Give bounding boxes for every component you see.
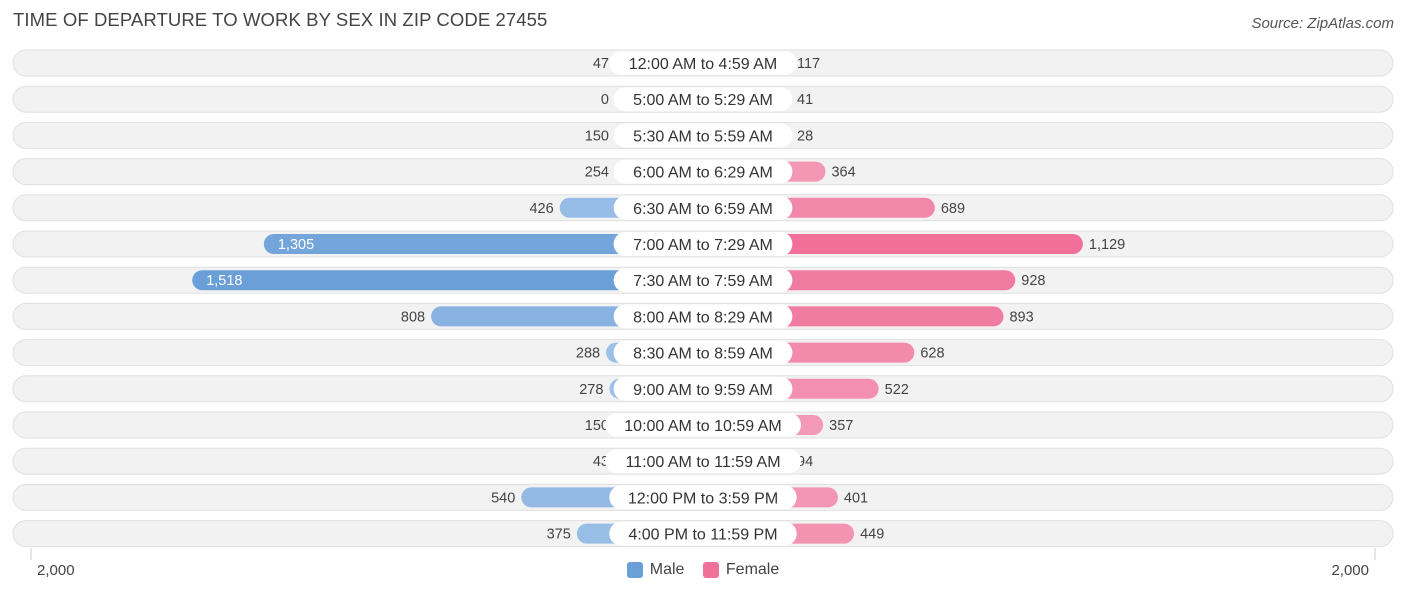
- male-value-label: 47: [593, 56, 609, 72]
- female-value-label: 401: [844, 490, 868, 506]
- category-pill: [613, 87, 793, 112]
- male-value-label: 375: [547, 527, 571, 543]
- category-pill: [613, 195, 793, 220]
- category-pill: [613, 376, 793, 401]
- female-value-label: 449: [860, 527, 884, 543]
- legend-swatch-male: [626, 562, 643, 578]
- axis-right-label: 2,000: [1331, 562, 1369, 579]
- category-label: 7:30 AM to 7:59 AM: [633, 273, 773, 290]
- female-value-label: 94: [797, 454, 813, 470]
- female-value-label: 522: [885, 382, 909, 398]
- legend: Male Female: [0, 561, 1406, 583]
- male-value-label: 426: [529, 201, 553, 217]
- male-bar: [263, 234, 703, 254]
- category-label: 4:00 PM to 11:59 PM: [628, 527, 777, 544]
- male-value-label: 150: [585, 418, 609, 434]
- category-pill: [609, 485, 797, 510]
- male-value-label: 288: [576, 346, 600, 362]
- category-label: 10:00 AM to 10:59 AM: [624, 418, 781, 435]
- category-label: 11:00 AM to 11:59 AM: [625, 454, 780, 471]
- legend-label-male: Male: [649, 561, 685, 578]
- male-value-label: 1,518: [206, 273, 242, 289]
- category-label: 8:30 AM to 8:59 AM: [633, 346, 773, 363]
- category-label: 7:00 AM to 7:29 AM: [633, 237, 773, 254]
- category-pill: [613, 159, 793, 184]
- legend-item-female: Female: [702, 561, 780, 579]
- female-value-label: 1,129: [1089, 237, 1125, 253]
- male-value-label: 150: [585, 128, 609, 144]
- category-pill: [609, 521, 797, 546]
- male-value-label: 1,305: [278, 237, 314, 253]
- category-label: 12:00 AM to 4:59 AM: [629, 56, 778, 73]
- category-label: 6:00 AM to 6:29 AM: [633, 165, 773, 182]
- legend-label-female: Female: [725, 561, 780, 578]
- female-bar: [703, 234, 1083, 254]
- female-value-label: 928: [1021, 273, 1045, 289]
- category-pill: [613, 232, 793, 256]
- male-value-label: 254: [585, 165, 609, 181]
- category-label: 12:00 PM to 3:59 PM: [628, 490, 778, 507]
- category-label: 8:00 AM to 8:29 AM: [633, 309, 773, 326]
- category-pill: [609, 51, 797, 75]
- female-value-label: 41: [797, 92, 813, 108]
- female-value-label: 364: [831, 165, 855, 181]
- axis-left-label: 2,000: [37, 562, 75, 579]
- male-value-label: 43: [593, 454, 609, 470]
- category-label: 6:30 AM to 6:59 AM: [633, 201, 773, 218]
- legend-item-male: Male: [626, 561, 685, 579]
- source-credit: Source: ZipAtlas.com: [1251, 15, 1394, 32]
- female-value-label: 117: [797, 56, 820, 72]
- male-value-label: 540: [491, 490, 515, 506]
- category-pill: [613, 268, 793, 293]
- male-bar: [192, 270, 703, 291]
- legend-swatch-female: [702, 562, 719, 578]
- category-pill: [613, 340, 793, 365]
- chart-title: TIME OF DEPARTURE TO WORK BY SEX IN ZIP …: [13, 9, 548, 30]
- category-label: 5:30 AM to 5:59 AM: [633, 128, 773, 145]
- male-value-label: 0: [601, 92, 609, 108]
- category-pill: [605, 449, 801, 474]
- female-value-label: 689: [941, 201, 965, 217]
- male-value-label: 808: [401, 309, 425, 325]
- male-value-label: 278: [579, 382, 603, 398]
- female-value-label: 28: [797, 128, 813, 144]
- category-pill: [613, 123, 793, 148]
- category-label: 9:00 AM to 9:59 AM: [633, 382, 773, 399]
- chart-canvas: 47 117 12:00 AM to 4:59 AM 0 41 5:00 AM to 5:…: [12, 49, 1394, 560]
- category-pill: [613, 304, 793, 329]
- female-value-label: 628: [920, 346, 944, 362]
- female-value-label: 357: [829, 418, 853, 434]
- female-value-label: 893: [1009, 309, 1033, 325]
- category-label: 5:00 AM to 5:29 AM: [633, 92, 773, 109]
- category-pill: [605, 413, 801, 437]
